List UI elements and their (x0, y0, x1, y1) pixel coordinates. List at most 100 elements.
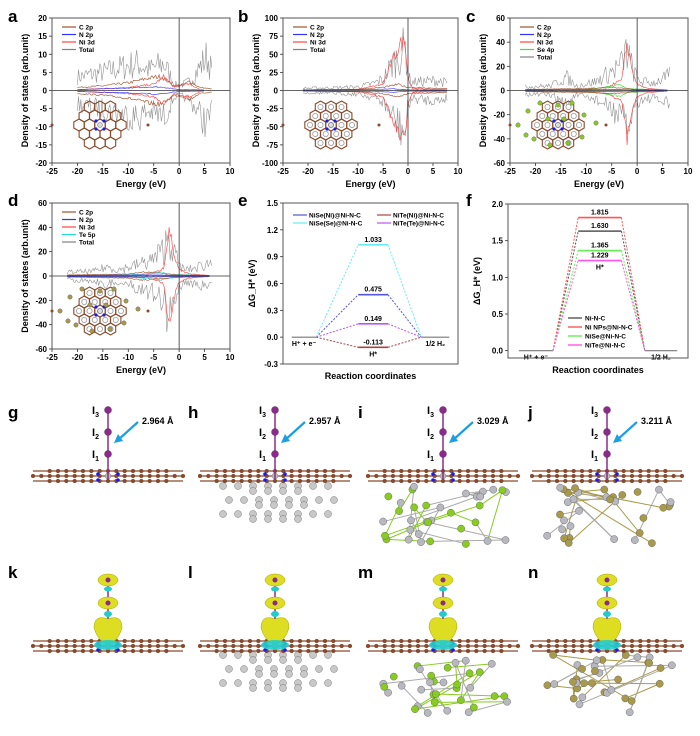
nickel-substrate-atom (406, 525, 415, 534)
nickel-substrate-atom (270, 501, 278, 509)
carbon-atom (399, 648, 404, 654)
carbon-atom (499, 643, 504, 649)
x-tick-label: 0 (177, 167, 182, 176)
carbon-ring (83, 136, 96, 150)
arrow-head-icon (114, 434, 123, 443)
nickel-substrate-atom (270, 670, 278, 678)
nickel-atom (544, 122, 551, 129)
carbon-atom (474, 478, 479, 484)
nickel-substrate-atom (666, 498, 675, 506)
selenium-atom (462, 540, 470, 548)
carbon-atom (646, 468, 651, 474)
y-tick-label: 0 (274, 87, 279, 96)
carbon-atom (55, 638, 61, 644)
carbon-atom (546, 643, 551, 649)
y-tick-label: 0 (43, 272, 48, 281)
nickel-substrate-atom (466, 683, 475, 692)
iodine-label: I2 (591, 427, 598, 441)
carbon-atom (474, 473, 479, 479)
carbon-atom (206, 643, 211, 649)
nickel-substrate-atom (279, 515, 287, 523)
carbon-atom (465, 478, 471, 484)
carbon-atom (214, 648, 219, 654)
y-tick-label: 50 (269, 50, 278, 59)
carbon-atom (457, 478, 462, 484)
x-tick-label: -5 (379, 167, 387, 176)
nickel-substrate-atom (249, 487, 257, 495)
nickel-substrate-atom (543, 531, 551, 540)
carbon-atom (47, 468, 52, 474)
carbon-atom (465, 643, 471, 649)
nitrogen-atom (263, 648, 267, 652)
carbon-atom (197, 473, 203, 479)
carbon-atom (579, 473, 585, 479)
legend-label: Se 4p (537, 47, 554, 54)
carbon-atom (554, 478, 560, 484)
x-axis-title: Reaction coordinates (325, 371, 417, 381)
carbon-atom (289, 478, 294, 484)
nickel-center-atom (328, 122, 334, 128)
nickel-substrate-atom (309, 482, 317, 490)
y-axis-title: Density of states (arb.unit) (20, 34, 30, 148)
nickel-substrate-atom (315, 496, 323, 504)
x-tick-label: -20 (72, 353, 84, 362)
carbon-atom (289, 468, 294, 474)
iodine-label: I1 (591, 449, 598, 463)
carbon-atom (538, 473, 543, 479)
nickel-substrate-atom (384, 688, 392, 697)
nickel-substrate-atom (503, 697, 511, 706)
carbon-atom (55, 478, 61, 484)
nitrogen-atom (116, 648, 120, 652)
nickel-substrate-atom (655, 485, 663, 494)
nickel-substrate-atom (219, 510, 227, 518)
carbon-atom (571, 468, 576, 474)
dos-trace-n-2p (67, 274, 210, 277)
carbon-atom (322, 473, 328, 479)
x-tick-label: -15 (555, 167, 567, 176)
legend-label: Ni NPs@Ni-N-C (585, 324, 633, 331)
nickel-substrate-atom (264, 487, 272, 495)
structure-panel-h: I3 I2 I1 2.957 Å (197, 405, 353, 523)
nickel-substrate-atom (483, 537, 492, 545)
carbon-atom (55, 648, 61, 654)
iodine-label: I1 (92, 449, 99, 463)
selenium-atom (380, 683, 389, 691)
carbon-atom (306, 643, 311, 649)
carbon-atom (654, 468, 660, 474)
y-tick-label: 60 (496, 14, 505, 23)
connector-line (387, 244, 422, 338)
nickel-substrate-atom (234, 679, 242, 687)
carbon-atom (374, 473, 379, 479)
carbon-atom (571, 638, 576, 644)
carbon-atom (482, 478, 487, 484)
tellurium-atom (97, 288, 103, 294)
carbon-atom (515, 473, 521, 479)
carbon-atom (97, 468, 102, 474)
carbon-atom (331, 643, 336, 649)
carbon-atom (72, 473, 77, 479)
y-tick-label: 0.3 (267, 306, 279, 315)
selenium-atom (471, 518, 480, 527)
nickel-atom (81, 316, 88, 323)
y-tick-label: 100 (265, 14, 279, 23)
x-tick-label: -25 (46, 167, 58, 176)
carbon-atom (314, 648, 319, 654)
nickel-atom (549, 113, 556, 120)
nickel-substrate-atom (592, 656, 601, 665)
carbon-atom (164, 473, 169, 479)
nickel-atom (560, 130, 567, 137)
carbon-atom (629, 638, 635, 644)
y-tick-label: 1.0 (492, 273, 504, 282)
carbon-atom (679, 473, 685, 479)
carbon-atom (130, 638, 136, 644)
carbon-atom (222, 468, 228, 474)
carbon-atom (39, 473, 44, 479)
connector-line (620, 231, 646, 351)
carbon-atom (289, 648, 294, 654)
carbon-atom (172, 473, 177, 479)
nitrogen-atom (431, 648, 435, 652)
legend-label: Total (79, 239, 94, 246)
bond-distance-label: 3.211 Å (641, 416, 673, 426)
carbon-atom (289, 473, 294, 479)
carbon-atom (39, 643, 44, 649)
